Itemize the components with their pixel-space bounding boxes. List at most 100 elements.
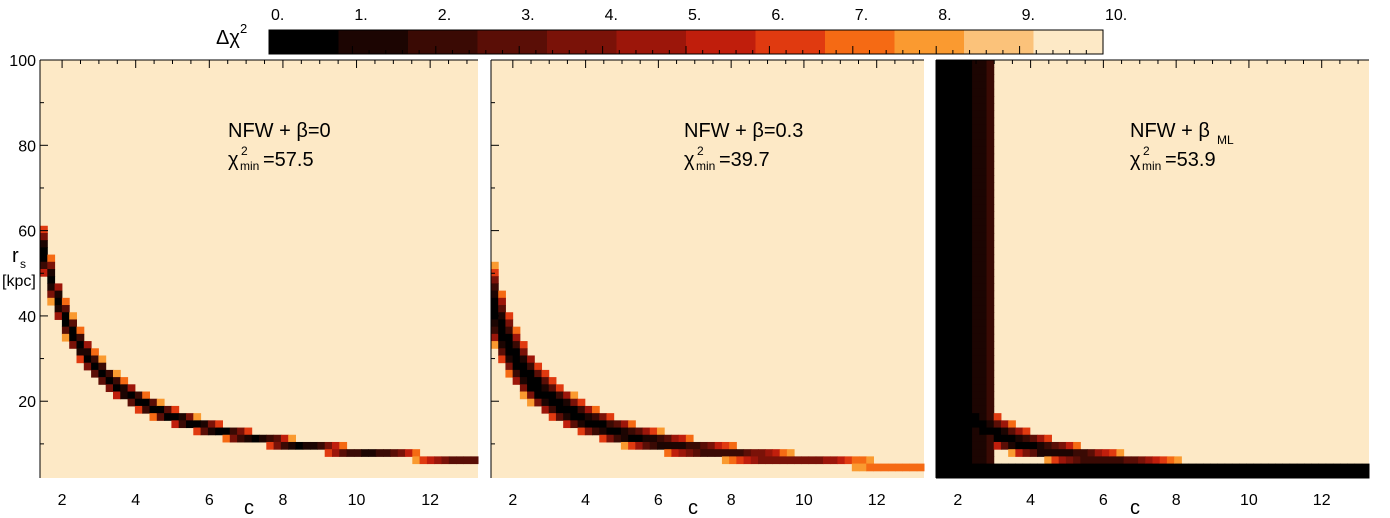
heatmap-cell bbox=[721, 441, 730, 450]
heatmap-cell bbox=[957, 312, 966, 320]
heatmap-cell bbox=[1123, 470, 1132, 479]
heatmap-cell bbox=[620, 441, 629, 450]
x-tick-label: 8 bbox=[727, 492, 736, 509]
heatmap-cell bbox=[972, 211, 980, 220]
heatmap-cell bbox=[936, 261, 944, 270]
heatmap-cell bbox=[936, 290, 944, 299]
heatmap-cell bbox=[957, 333, 966, 342]
heatmap-cell bbox=[1008, 441, 1016, 450]
heatmap-cell bbox=[979, 168, 988, 176]
heatmap-cell bbox=[1000, 427, 1009, 436]
heatmap-cell bbox=[1267, 470, 1276, 479]
heatmap-cell bbox=[972, 168, 980, 176]
heatmap-cell bbox=[936, 377, 944, 385]
heatmap-cell bbox=[40, 247, 48, 256]
heatmap-cell bbox=[950, 305, 959, 313]
heatmap-cell bbox=[1166, 456, 1175, 465]
heatmap-cell bbox=[986, 377, 995, 385]
heatmap-cell bbox=[950, 247, 959, 256]
heatmap-cell bbox=[957, 117, 966, 126]
heatmap-cell bbox=[164, 405, 172, 414]
heatmap-cell bbox=[986, 449, 995, 457]
heatmap-cell bbox=[548, 398, 557, 407]
colorbar-swatch bbox=[686, 30, 757, 54]
heatmap-cell bbox=[979, 110, 988, 119]
heatmap-cell bbox=[534, 369, 543, 378]
heatmap-cell bbox=[635, 441, 644, 450]
heatmap-cell bbox=[909, 463, 918, 472]
heatmap-cell bbox=[950, 103, 959, 111]
heatmap-cell bbox=[986, 168, 995, 176]
heatmap-cell bbox=[964, 160, 973, 169]
heatmap-cell bbox=[1138, 456, 1146, 465]
heatmap-cell bbox=[950, 369, 959, 378]
heatmap-cell bbox=[950, 463, 959, 472]
heatmap-cell bbox=[193, 427, 202, 436]
heatmap-cell bbox=[972, 420, 980, 429]
heatmap-cell bbox=[527, 384, 535, 393]
heatmap-cell bbox=[964, 88, 973, 97]
heatmap-cell bbox=[534, 391, 543, 400]
heatmap-cell bbox=[972, 240, 980, 248]
heatmap-cell bbox=[1015, 449, 1024, 457]
heatmap-cell bbox=[972, 103, 980, 111]
heatmap-cell bbox=[950, 398, 959, 407]
heatmap-cell bbox=[606, 427, 615, 436]
heatmap-cell bbox=[635, 434, 644, 443]
heatmap-cell bbox=[943, 117, 951, 126]
heatmap-cell bbox=[957, 160, 966, 169]
heatmap-cell bbox=[986, 232, 995, 241]
heatmap-cell bbox=[957, 175, 966, 184]
heatmap-cell bbox=[1029, 441, 1038, 450]
heatmap-cell bbox=[950, 377, 959, 385]
heatmap-cell bbox=[1094, 449, 1103, 457]
heatmap-cell bbox=[1152, 456, 1161, 465]
heatmap-cell bbox=[972, 305, 980, 313]
heatmap-cell bbox=[570, 420, 579, 429]
heatmap-cell bbox=[979, 463, 988, 472]
heatmap-cell bbox=[964, 391, 973, 400]
heatmap-cell bbox=[979, 276, 988, 284]
heatmap-cell bbox=[54, 305, 63, 313]
heatmap-cell bbox=[548, 413, 557, 421]
heatmap-cell bbox=[1181, 463, 1190, 472]
heatmap-cell bbox=[346, 449, 355, 457]
heatmap-cell bbox=[491, 276, 499, 284]
heatmap-cell bbox=[1159, 463, 1168, 472]
heatmap-cell bbox=[570, 413, 579, 421]
heatmap-cell bbox=[405, 449, 413, 457]
heatmap-cell bbox=[950, 449, 959, 457]
heatmap-cell bbox=[936, 74, 944, 83]
x-tick-label: 2 bbox=[953, 492, 962, 509]
heatmap-cell bbox=[1224, 470, 1233, 479]
heatmap-cell bbox=[964, 333, 973, 342]
heatmap-cell bbox=[750, 449, 759, 457]
heatmap-cell bbox=[972, 355, 980, 364]
heatmap-cell bbox=[957, 60, 966, 68]
colorbar-tick-label: 0. bbox=[271, 7, 284, 24]
heatmap-cell bbox=[957, 369, 966, 378]
heatmap-cell bbox=[1037, 434, 1045, 443]
annotation-model: NFW + β ML bbox=[1130, 120, 1234, 147]
heatmap-cell bbox=[1080, 463, 1089, 472]
heatmap-cell bbox=[620, 434, 629, 443]
heatmap-cell bbox=[1022, 434, 1031, 443]
heatmap-cell bbox=[620, 427, 629, 436]
heatmap-cell bbox=[491, 333, 499, 342]
heatmap-cell bbox=[541, 384, 550, 393]
heatmap-cell bbox=[950, 261, 959, 270]
panel-axes: 2 4 6 8 10 12 20 40 60 80 100 bbox=[9, 53, 478, 509]
heatmap-cell bbox=[244, 434, 253, 443]
heatmap-cells bbox=[40, 60, 479, 478]
heatmap-cell bbox=[142, 391, 150, 400]
x-tick-label: 4 bbox=[1026, 492, 1035, 509]
heatmap-cell bbox=[993, 470, 1002, 479]
heatmap-cell bbox=[943, 146, 951, 155]
heatmap-cell bbox=[950, 182, 959, 191]
heatmap-cell bbox=[498, 312, 506, 320]
heatmap-cell bbox=[936, 110, 944, 119]
heatmap-cell bbox=[943, 456, 951, 465]
heatmap-cell bbox=[61, 319, 70, 328]
heatmap-cell bbox=[1000, 463, 1009, 472]
heatmap-cell bbox=[972, 96, 980, 104]
